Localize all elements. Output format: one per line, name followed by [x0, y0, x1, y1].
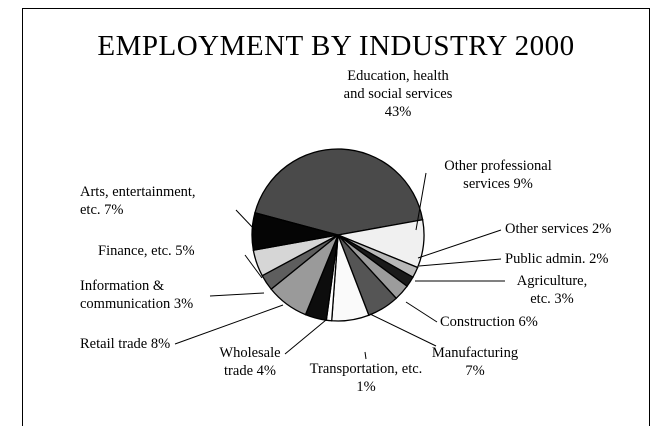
slice-label-arts-entertainment: Arts, entertainment, etc. 7%: [80, 184, 196, 218]
slice-label-line: Other professional: [444, 158, 552, 174]
slice-label-information: Information & communication 3%: [80, 278, 193, 312]
slice-label-line: Agriculture,: [517, 273, 587, 289]
slice-label-construction-6: Construction 6%: [440, 314, 538, 330]
leader-line-finance-etc-5: [244, 254, 263, 279]
leader-line-manufacturing: [369, 313, 437, 347]
slice-label-agriculture: Agriculture, etc. 3%: [517, 273, 587, 307]
leader-line-construction-6: [405, 301, 438, 323]
slice-label-line: trade 4%: [224, 363, 276, 379]
slice-label-public-admin-2: Public admin. 2%: [505, 251, 609, 267]
slice-label-line: Retail trade 8%: [80, 336, 170, 352]
frame-left-border: [22, 8, 23, 426]
slice-label-line: Other services 2%: [505, 221, 611, 237]
slice-label-line: 43%: [385, 104, 412, 120]
slice-label-line: Manufacturing: [432, 345, 518, 361]
slice-label-line: communication 3%: [80, 296, 193, 312]
slice-label-line: Transportation, etc.: [310, 361, 423, 377]
slice-label-line: Construction 6%: [440, 314, 538, 330]
slice-label-line: Public admin. 2%: [505, 251, 609, 267]
slice-label-line: 7%: [465, 363, 484, 379]
slice-label-other-professional: Other professional services 9%: [444, 158, 552, 192]
pie-slice-education-health: [254, 148, 424, 236]
slice-label-line: and social services: [344, 86, 453, 102]
slice-label-manufacturing: Manufacturing 7%: [432, 345, 518, 379]
slice-label-line: Arts, entertainment,: [80, 184, 196, 200]
slice-label-finance-etc-5: Finance, etc. 5%: [98, 243, 195, 259]
slice-label-transportation-etc: Transportation, etc. 1%: [310, 361, 423, 395]
slice-label-line: Information &: [80, 278, 165, 294]
leader-line-arts-entertainment: [235, 209, 256, 231]
leader-line-transportation-etc: [364, 351, 367, 360]
slice-label-line: etc. 7%: [80, 202, 123, 218]
leader-line-other-services-2: [417, 229, 502, 259]
leader-line-retail-trade-8: [174, 304, 284, 345]
pie-slice-arts-entertainment: [251, 211, 339, 251]
leader-line-information: [209, 292, 265, 297]
slice-label-line: Wholesale: [219, 345, 280, 361]
slice-label-line: services 9%: [463, 176, 533, 192]
slice-label-line: Education, health: [347, 68, 449, 84]
slice-label-wholesale: Wholesale trade 4%: [219, 345, 280, 379]
leader-line-wholesale: [284, 319, 327, 355]
slice-label-other-services-2: Other services 2%: [505, 221, 611, 237]
slice-label-education-health: Education, health and social services 43%: [344, 68, 453, 120]
leader-line-other-professional: [415, 172, 427, 231]
frame-top-border: [22, 8, 650, 9]
chart-title: EMPLOYMENT BY INDUSTRY 2000: [97, 30, 575, 62]
slice-label-line: 1%: [356, 379, 375, 395]
frame-right-border: [649, 8, 650, 426]
slice-label-line: Finance, etc. 5%: [98, 243, 195, 259]
slice-label-retail-trade-8: Retail trade 8%: [80, 336, 170, 352]
leader-line-public-admin-2: [418, 258, 502, 267]
slice-label-line: etc. 3%: [530, 291, 573, 307]
